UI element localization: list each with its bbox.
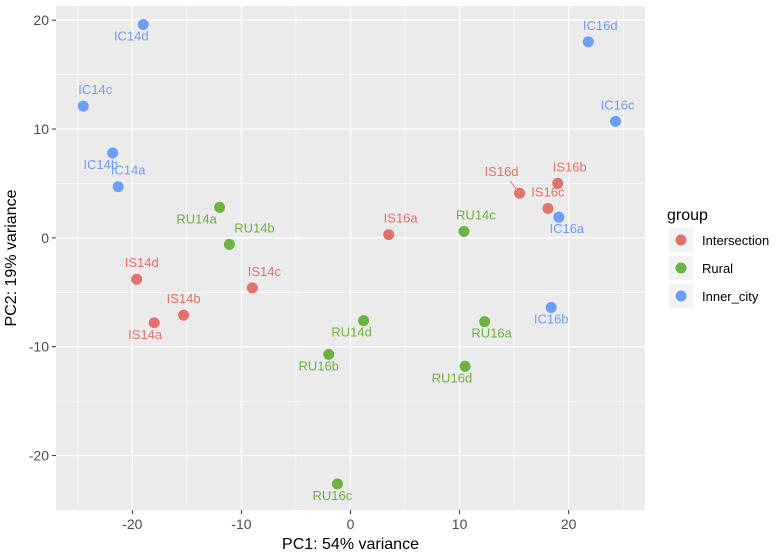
data-point-is16d	[514, 187, 526, 199]
point-label-ic14d: IC14d	[114, 29, 149, 44]
data-point-is14a	[148, 317, 160, 329]
y-tick-label: 0	[41, 230, 49, 246]
x-axis-ticks: -20 -10 0 10 20	[122, 510, 577, 532]
data-point-ic16d	[582, 36, 594, 48]
point-label-ru14c: RU14c	[456, 207, 496, 222]
data-point-ru16d	[459, 360, 471, 372]
data-point-ru16c	[331, 478, 343, 490]
data-point-is14d	[131, 273, 143, 285]
legend-swatch-rural	[675, 262, 687, 274]
point-label-ru16c: RU16c	[313, 488, 353, 503]
x-tick-label: -20	[122, 516, 142, 532]
point-label-is14a: IS14a	[128, 327, 163, 342]
grid-lines	[56, 6, 645, 510]
data-point-is14b	[178, 309, 190, 321]
data-point-ic16a	[553, 211, 565, 223]
legend-swatch-inner_city	[675, 290, 687, 302]
point-label-ic14c: IC14c	[78, 82, 112, 97]
data-point-ru14d	[358, 315, 370, 327]
data-point-ru16a	[479, 316, 491, 328]
data-point-is14c	[246, 282, 258, 294]
x-axis-title: PC1: 54% variance	[282, 536, 419, 553]
legend-label-rural: Rural	[702, 261, 733, 276]
point-label-ru16d: RU16d	[432, 370, 472, 385]
data-point-ic16b	[545, 302, 557, 314]
data-point-ru16b	[323, 348, 335, 360]
y-axis-title: PC2: 19% variance	[3, 189, 20, 326]
point-label-is14c: IS14c	[248, 264, 282, 279]
point-label-ru14a: RU14a	[176, 211, 217, 226]
point-label-is14b: IS14b	[167, 291, 201, 306]
point-label-is16c: IS16c	[531, 184, 565, 199]
point-label-ic14a: IC14a	[111, 163, 146, 178]
y-tick-label: 10	[33, 121, 49, 137]
point-label-is16d: IS16d	[485, 164, 519, 179]
data-point-ru14b	[223, 238, 235, 250]
x-tick-label: 20	[561, 516, 577, 532]
point-label-ic16b: IC16b	[534, 312, 569, 327]
y-axis-ticks: -20 -10 0 10 20	[29, 12, 56, 464]
x-tick-label: -10	[231, 516, 251, 532]
point-labels: IS14a IS14b IS14c IS14d IS16a IS16b IS16c IS16d…	[78, 18, 635, 503]
legend-title: group	[667, 207, 708, 224]
x-tick-label: 0	[347, 516, 355, 532]
point-label-is16a: IS16a	[384, 211, 419, 226]
point-label-ru14d: RU14d	[331, 325, 371, 340]
data-point-is16b	[552, 177, 564, 189]
legend-label-intersection: Intersection	[702, 233, 769, 248]
legend-label-inner_city: Inner_city	[702, 289, 759, 304]
point-label-is14d: IS14d	[125, 255, 159, 270]
data-point-is16a	[383, 229, 395, 241]
data-point-is16c	[542, 202, 554, 214]
data-point-ic14a	[112, 181, 124, 193]
point-label-ru16b: RU16b	[298, 358, 338, 373]
y-tick-label: -10	[29, 339, 49, 355]
data-points	[77, 19, 622, 490]
x-tick-label: 10	[452, 516, 468, 532]
data-point-ru14c	[458, 225, 470, 237]
point-label-ic16c: IC16c	[601, 97, 635, 112]
data-point-ic14c	[77, 100, 89, 112]
y-tick-label: -20	[29, 448, 49, 464]
point-label-ru14b: RU14b	[234, 220, 274, 235]
legend-swatch-intersection	[675, 234, 687, 246]
data-point-ic14b	[107, 147, 119, 159]
point-label-is16b: IS16b	[553, 159, 587, 174]
point-label-ic16d: IC16d	[583, 18, 618, 33]
y-tick-label: 20	[33, 12, 49, 28]
point-label-ic14b: IC14b	[83, 157, 118, 172]
data-point-ru14a	[214, 201, 226, 213]
point-label-ru16a: RU16a	[471, 326, 512, 341]
data-point-ic16c	[610, 115, 622, 127]
point-label-ic16a: IC16a	[549, 221, 584, 236]
data-point-ic14d	[137, 19, 149, 31]
legend: group Intersection Rural Inner_city	[667, 207, 769, 308]
